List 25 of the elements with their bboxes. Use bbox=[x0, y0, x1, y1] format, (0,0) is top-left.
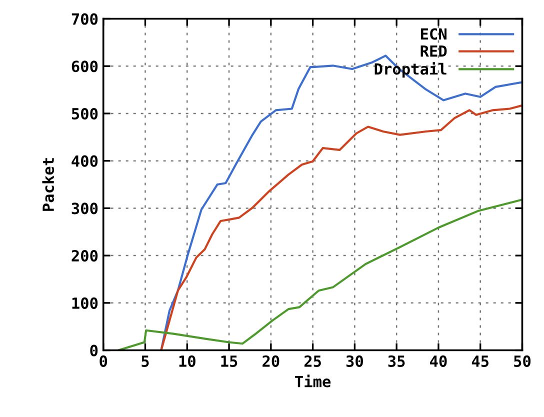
y-tick-label: 400 bbox=[72, 155, 98, 167]
y-tick-label: 200 bbox=[72, 250, 98, 262]
y-axis-title: Packet bbox=[42, 158, 54, 211]
x-tick-label: 35 bbox=[388, 355, 405, 367]
x-tick-label: 15 bbox=[221, 356, 238, 367]
y-tick-label: 700 bbox=[72, 13, 98, 25]
y-tick-label: 600 bbox=[72, 60, 98, 72]
y-tick-label: 0 bbox=[90, 344, 98, 356]
x-tick-label: 5 bbox=[142, 356, 149, 367]
y-tick-label: 100 bbox=[72, 297, 98, 309]
legend-label: RED bbox=[420, 45, 447, 57]
y-tick-label: 500 bbox=[72, 108, 98, 120]
x-tick-label: 50 bbox=[514, 355, 531, 367]
x-tick-label: 25 bbox=[304, 355, 321, 367]
x-tick-label: 0 bbox=[100, 355, 108, 367]
line-series bbox=[117, 198, 522, 350]
y-tick-label: 300 bbox=[72, 202, 98, 214]
x-tick-label: 20 bbox=[262, 355, 280, 367]
x-tick-label: 10 bbox=[179, 355, 196, 367]
x-tick-label: 45 bbox=[472, 356, 489, 367]
x-tick-label: 30 bbox=[346, 355, 363, 367]
legend-label: ECN bbox=[421, 28, 446, 40]
line-series bbox=[160, 104, 522, 350]
x-axis-title: Time bbox=[295, 374, 331, 388]
x-tick-label: 40 bbox=[430, 355, 447, 367]
